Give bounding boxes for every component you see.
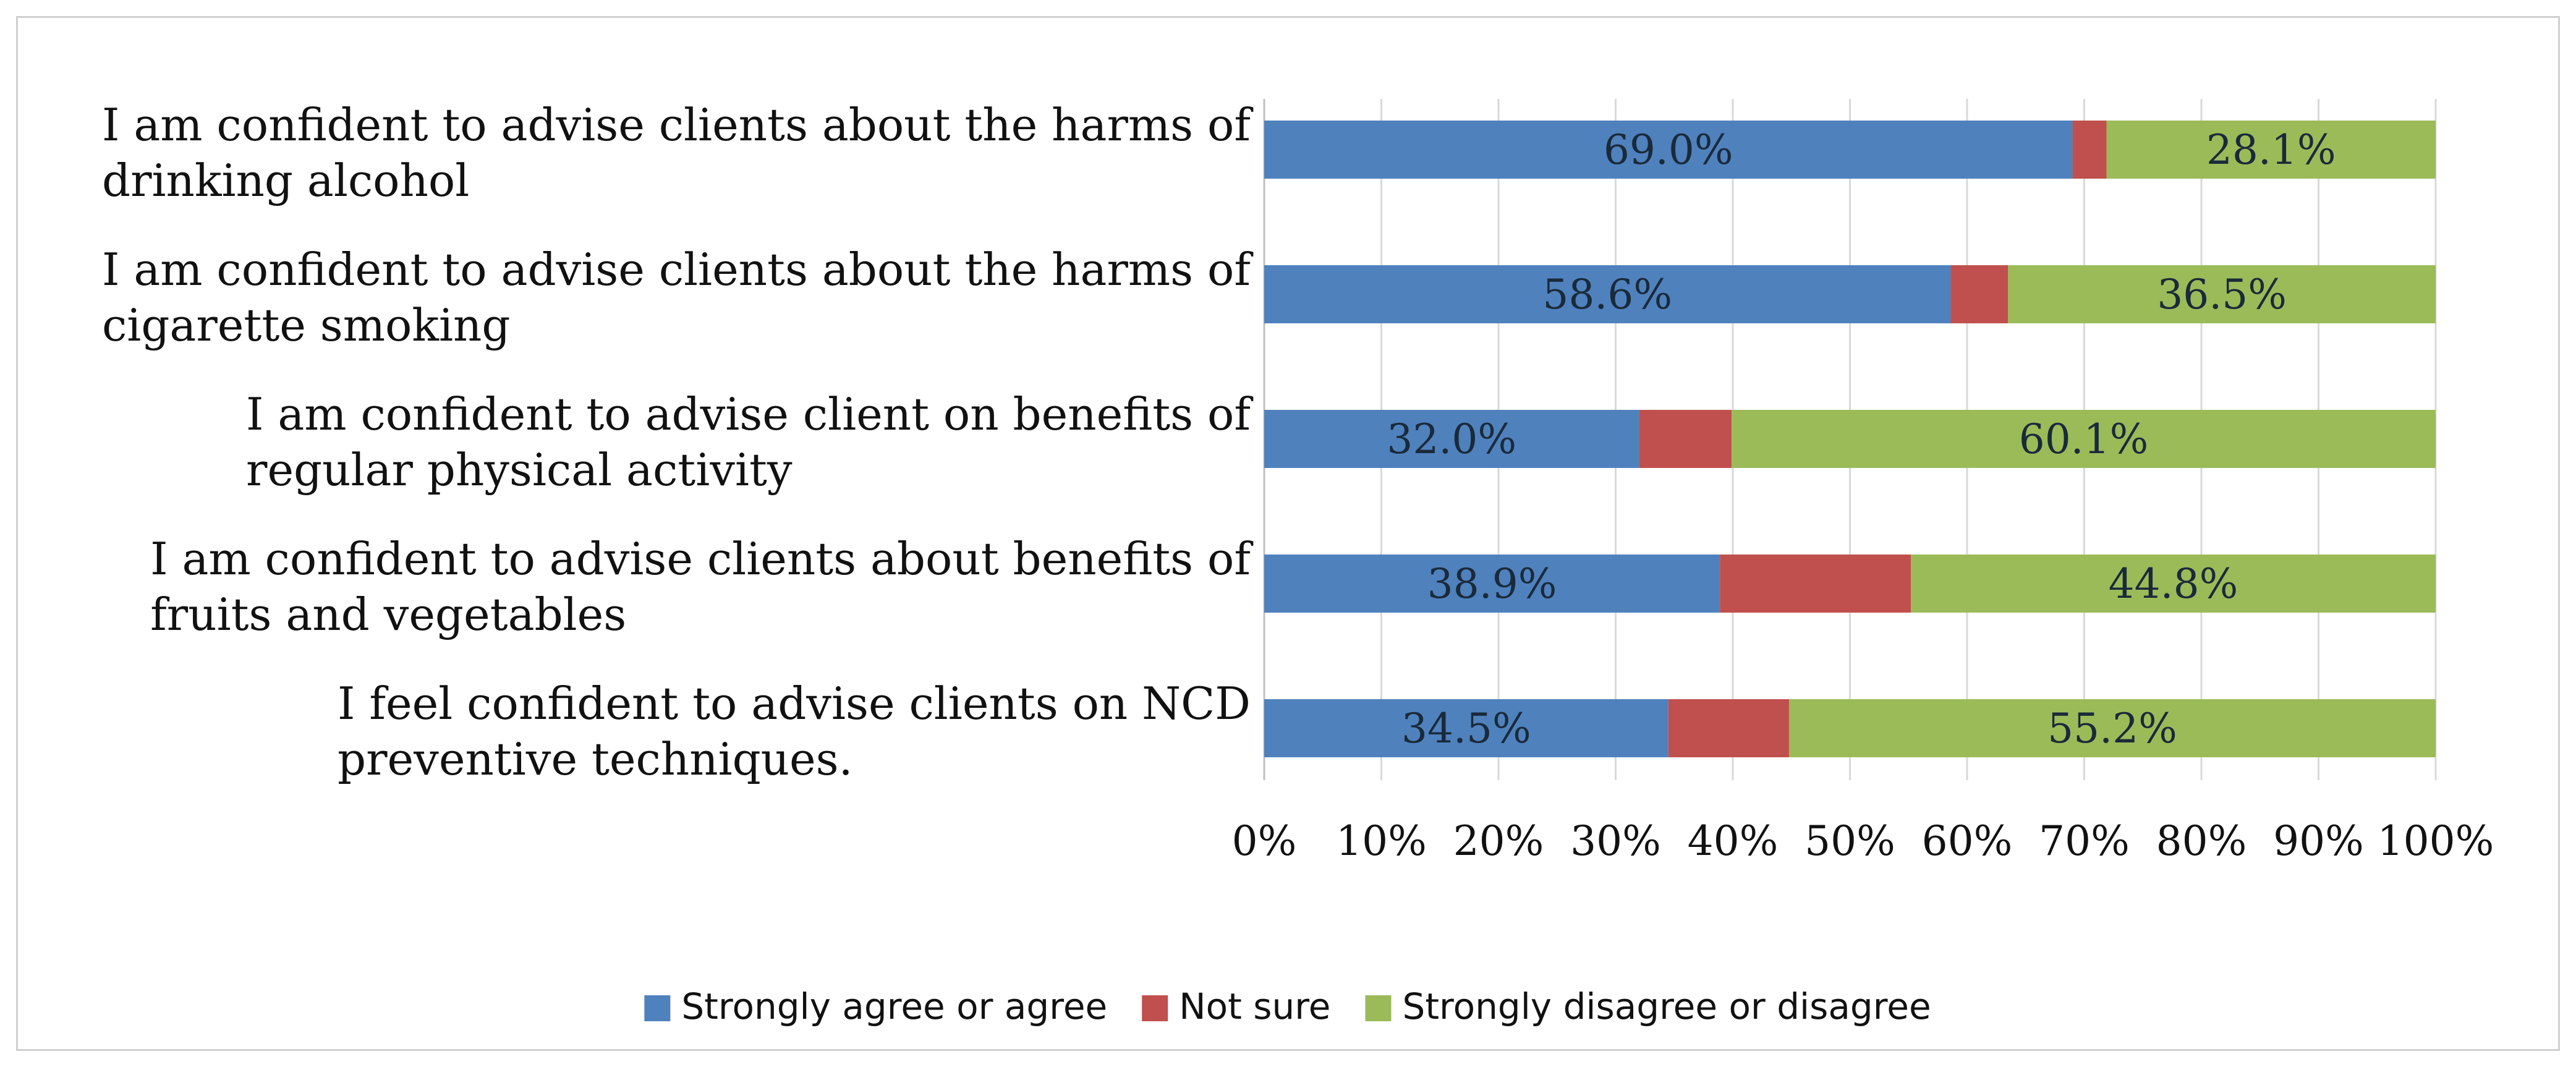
bar-1-0 <box>2072 121 2107 179</box>
bar-1-1 <box>1950 265 2009 323</box>
legend-label-2: Strongly disagree or disagree <box>1403 985 1931 1027</box>
category-label-line2-2: regular physical activity <box>246 444 793 496</box>
data-label-0-2: 32.0% <box>1387 415 1516 463</box>
legend-item-1: Not sure <box>1142 985 1331 1027</box>
bar-2-2 <box>1732 410 2436 468</box>
bar-0-1 <box>1264 265 1951 323</box>
data-label-0-1: 58.6% <box>1542 271 1672 318</box>
x-tick-label-4: 40% <box>1688 817 1779 865</box>
bar-1-4 <box>1668 699 1789 757</box>
category-label-line2-3: fruits and vegetables <box>150 589 626 640</box>
data-label-2-4: 55.2% <box>2047 705 2177 752</box>
bar-layer: 69.0% 28.1% 58.6% 36.5% 32.0% 60.1% 38.9% 44.8%… <box>1264 121 2436 757</box>
x-tick-label-1: 10% <box>1336 817 1427 865</box>
category-label-2: I am confident to advise client on benef… <box>246 388 1253 496</box>
bar-0-3 <box>1264 555 1720 613</box>
x-tick-label-3: 30% <box>1570 817 1661 865</box>
legend-swatch-1 <box>1142 995 1168 1021</box>
category-labels: I am confident to advise clients about t… <box>102 99 1253 785</box>
x-tick-label-10: 100% <box>2378 817 2494 865</box>
category-label-line1-0: I am confident to advise clients about t… <box>102 99 1253 151</box>
legend: Strongly agree or agree Not sure Strongly … <box>644 985 1931 1027</box>
data-label-0-0: 69.0% <box>1604 126 1733 174</box>
category-label-3: I am confident to advise clients about b… <box>150 533 1253 640</box>
bar-0-0 <box>1264 121 2073 179</box>
category-label-line1-4: I feel confident to advise clients on NC… <box>338 678 1251 729</box>
bar-2-3 <box>1911 555 2436 613</box>
category-label-line2-4: preventive techniques. <box>338 733 852 785</box>
bar-2-4 <box>1788 699 2436 757</box>
category-label-4: I feel confident to advise clients on NC… <box>338 678 1251 785</box>
x-axis-ticks: 0% 10% 20% 30% 40% 50% 60% 70% 80% 90% 100% <box>1232 817 2494 865</box>
x-tick-label-2: 20% <box>1453 817 1544 865</box>
bar-1-2 <box>1639 410 1732 468</box>
bar-0-2 <box>1264 410 1639 468</box>
category-label-line2-1: cigarette smoking <box>102 299 510 351</box>
category-label-0: I am confident to advise clients about t… <box>102 99 1253 206</box>
category-label-line1-2: I am confident to advise client on benef… <box>246 388 1253 440</box>
legend-label-0: Strongly agree or agree <box>681 985 1107 1027</box>
category-label-line1-1: I am confident to advise clients about t… <box>102 244 1253 295</box>
x-tick-label-6: 60% <box>1922 817 2013 865</box>
data-label-2-3: 44.8% <box>2109 560 2238 608</box>
chart-frame <box>16 16 2560 1051</box>
bar-1-3 <box>1720 555 1911 613</box>
legend-item-0: Strongly agree or agree <box>644 985 1107 1027</box>
category-label-line2-0: drinking alcohol <box>102 155 469 206</box>
bar-2-0 <box>2106 121 2436 179</box>
legend-swatch-2 <box>1365 995 1392 1021</box>
x-tick-label-0: 0% <box>1232 817 1297 865</box>
legend-swatch-0 <box>644 995 671 1021</box>
category-label-1: I am confident to advise clients about t… <box>102 244 1253 351</box>
data-label-2-1: 36.5% <box>2157 271 2287 318</box>
bar-2-1 <box>2008 265 2436 323</box>
legend-item-2: Strongly disagree or disagree <box>1365 985 1931 1027</box>
data-label-2-0: 28.1% <box>2206 126 2336 174</box>
x-tick-label-8: 80% <box>2156 817 2247 865</box>
x-tick-label-5: 50% <box>1804 817 1895 865</box>
data-label-0-3: 38.9% <box>1427 560 1557 608</box>
x-tick-label-7: 70% <box>2039 817 2130 865</box>
legend-label-1: Not sure <box>1179 985 1330 1027</box>
data-label-0-4: 34.5% <box>1401 705 1531 752</box>
bar-0-4 <box>1264 699 1668 757</box>
x-tick-label-9: 90% <box>2273 817 2364 865</box>
category-label-line1-3: I am confident to advise clients about b… <box>150 533 1253 585</box>
data-label-2-2: 60.1% <box>2019 415 2149 463</box>
